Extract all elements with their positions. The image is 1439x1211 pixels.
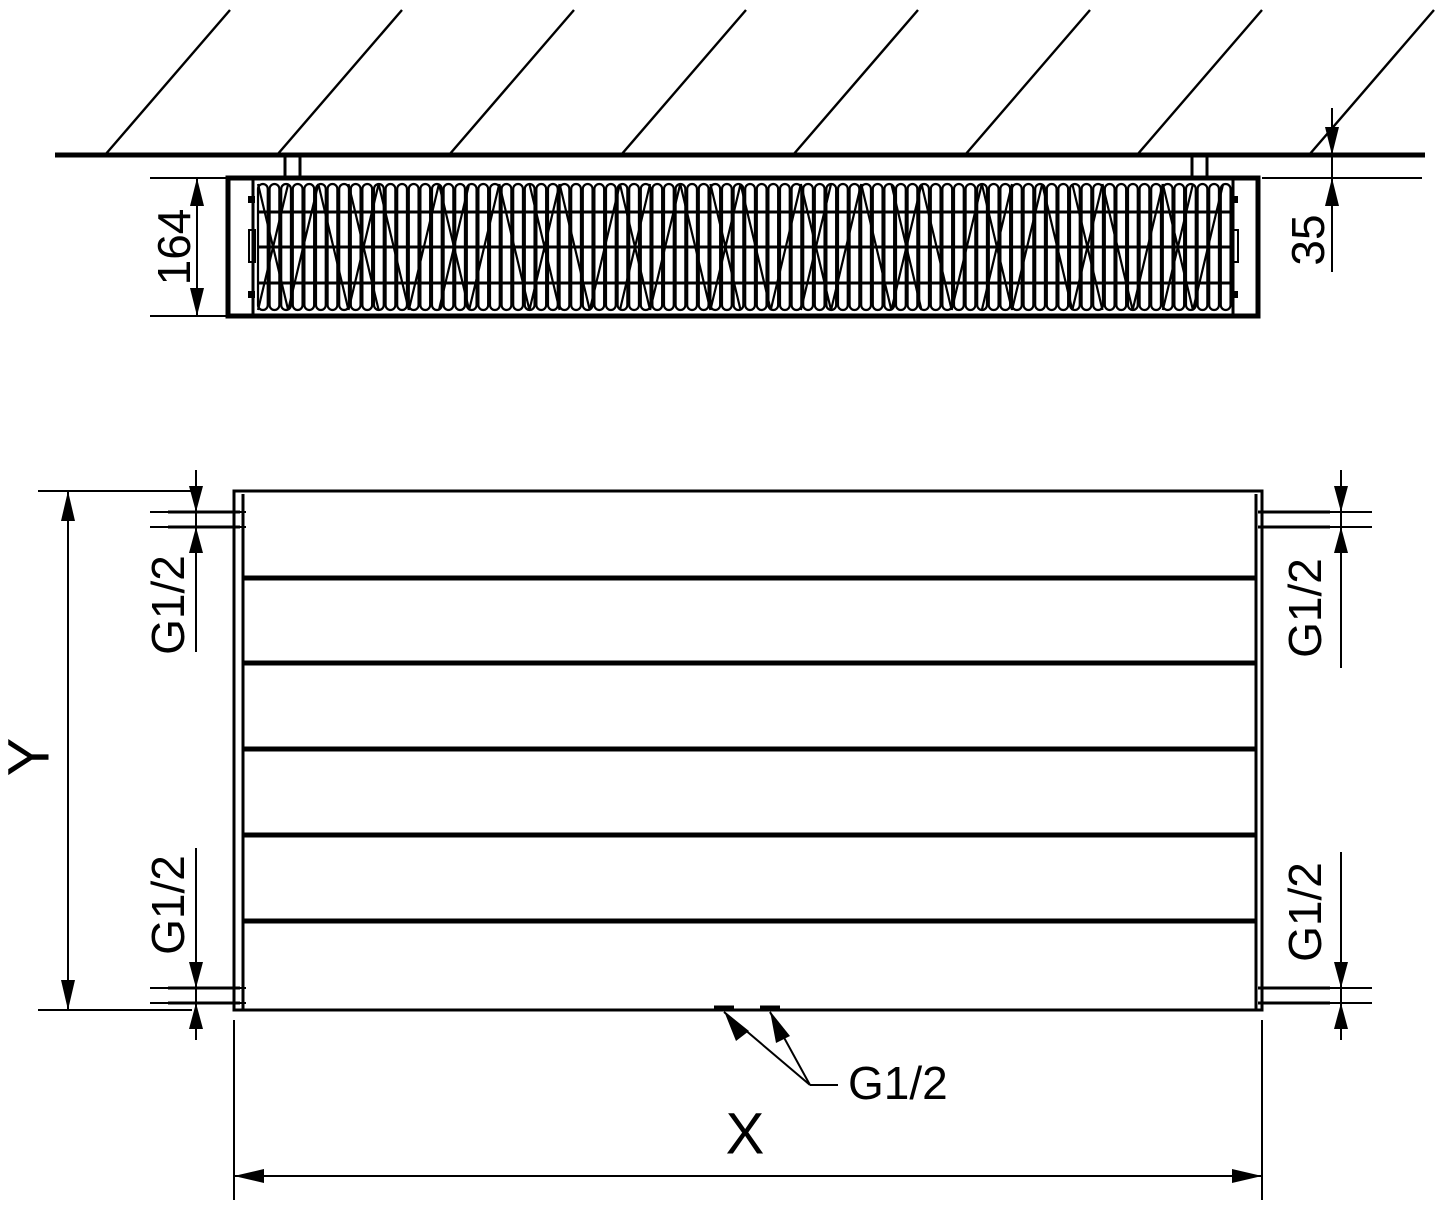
convector-fin	[964, 182, 977, 312]
dimension-g12-top-left-label: G1/2	[142, 555, 194, 655]
dimension-g12-top-right: G1/2	[1258, 470, 1372, 668]
side-section-view: 164 35	[55, 9, 1435, 319]
convector-fin	[454, 182, 467, 312]
convector-fin	[1138, 183, 1151, 311]
convector-fin	[488, 182, 501, 312]
convector-fin	[1173, 183, 1186, 311]
convector-fin	[326, 182, 339, 312]
convector-fin	[628, 182, 641, 312]
convector-fin	[558, 182, 571, 312]
convector-fin	[1103, 183, 1116, 311]
convector-fin	[593, 182, 606, 312]
dimension-X-label: X	[726, 1101, 765, 1166]
convector-fin	[674, 182, 687, 312]
connection-pipe-top-left	[168, 510, 240, 529]
convector-fin	[268, 182, 281, 312]
convector-fin	[744, 182, 757, 312]
connection-pipe-bottom-right	[1258, 986, 1330, 1005]
convector-fin	[952, 182, 965, 312]
convector-fin	[871, 182, 884, 312]
dimension-164-label: 164	[148, 209, 200, 286]
convector-fin	[477, 182, 490, 312]
convector-fin	[1126, 183, 1139, 311]
left-end-cap	[248, 178, 256, 316]
convector-fin	[1184, 183, 1197, 311]
convector-fin	[894, 182, 907, 312]
convector-fin	[778, 182, 791, 312]
convector-fin	[987, 182, 1000, 312]
convector-fin	[686, 182, 699, 312]
front-elevation-view: G1/2 G1/2 G1/2	[0, 470, 1372, 1200]
dimension-g12-top-left: G1/2	[142, 470, 246, 655]
convector-fin	[512, 182, 525, 312]
convector-fin	[720, 182, 733, 312]
dimension-Y: Y	[0, 490, 192, 1011]
dimension-g12-bottom-left: G1/2	[142, 848, 246, 1040]
convector-fin	[662, 182, 675, 312]
convector-fin	[384, 182, 397, 312]
connection-pipe-bottom-left	[168, 986, 240, 1005]
convector-fin	[1115, 183, 1128, 311]
convector-fin	[825, 182, 838, 312]
convector-fin	[442, 182, 455, 312]
convector-fin	[1208, 183, 1221, 311]
convector-fin	[361, 182, 374, 312]
convector-fin	[1034, 183, 1047, 311]
convector-fin	[813, 182, 826, 312]
convector-fin	[651, 182, 664, 312]
wall-hatch-group	[104, 9, 1435, 156]
convector-fin	[419, 182, 432, 312]
convector-fin	[430, 182, 443, 312]
convector-fin	[906, 182, 919, 312]
dimension-g12-bottom-left-label: G1/2	[142, 855, 194, 955]
convector-fin	[349, 182, 362, 312]
convector-fin	[755, 182, 768, 312]
dimension-164: 164	[148, 177, 262, 317]
convector-fin	[848, 182, 861, 312]
radiator-section-outline	[225, 175, 1261, 319]
callout-g12-bottom-center: G1/2	[723, 1011, 948, 1109]
convector-fin	[604, 182, 617, 312]
dimension-g12-bottom-right: G1/2	[1258, 852, 1372, 1040]
convector-fin	[372, 182, 385, 312]
convector-fin	[1080, 183, 1093, 311]
panel-groove-group	[243, 575, 1256, 924]
convector-fin	[1022, 183, 1035, 311]
dimension-X: X	[233, 1020, 1263, 1200]
convector-fin	[976, 182, 989, 312]
convector-fin	[836, 182, 849, 312]
convector-fin	[1092, 183, 1105, 311]
convector-fin	[291, 182, 304, 312]
convector-fin	[535, 182, 548, 312]
dimension-g12-top-right-label: G1/2	[1279, 558, 1331, 658]
convector-fin	[570, 182, 583, 312]
convector-fin	[303, 182, 316, 312]
convector-fin	[732, 182, 745, 312]
dimension-35: 35	[1262, 108, 1422, 272]
connection-pipe-top-right	[1258, 510, 1330, 529]
right-end-cap	[1231, 178, 1239, 316]
convector-fin	[929, 182, 942, 312]
callout-g12-bottom-center-label: G1/2	[848, 1057, 948, 1109]
convector-fin	[500, 182, 513, 312]
convector-fin	[860, 182, 873, 312]
front-panel-outline	[232, 489, 1264, 1012]
convector-fin	[802, 182, 815, 312]
convector-fin	[280, 182, 293, 312]
dimension-g12-bottom-right-label: G1/2	[1279, 862, 1331, 962]
convector-fin-pack	[256, 182, 1232, 312]
convector-fin	[523, 182, 536, 312]
convector-fin	[1045, 183, 1058, 311]
convector-fin	[883, 182, 896, 312]
convector-fin	[1150, 183, 1163, 311]
dimension-35-label: 35	[1282, 214, 1334, 265]
convector-fin	[581, 182, 594, 312]
dimension-Y-label: Y	[0, 738, 61, 777]
convector-fin	[1057, 183, 1070, 311]
convector-fin	[1196, 183, 1209, 311]
